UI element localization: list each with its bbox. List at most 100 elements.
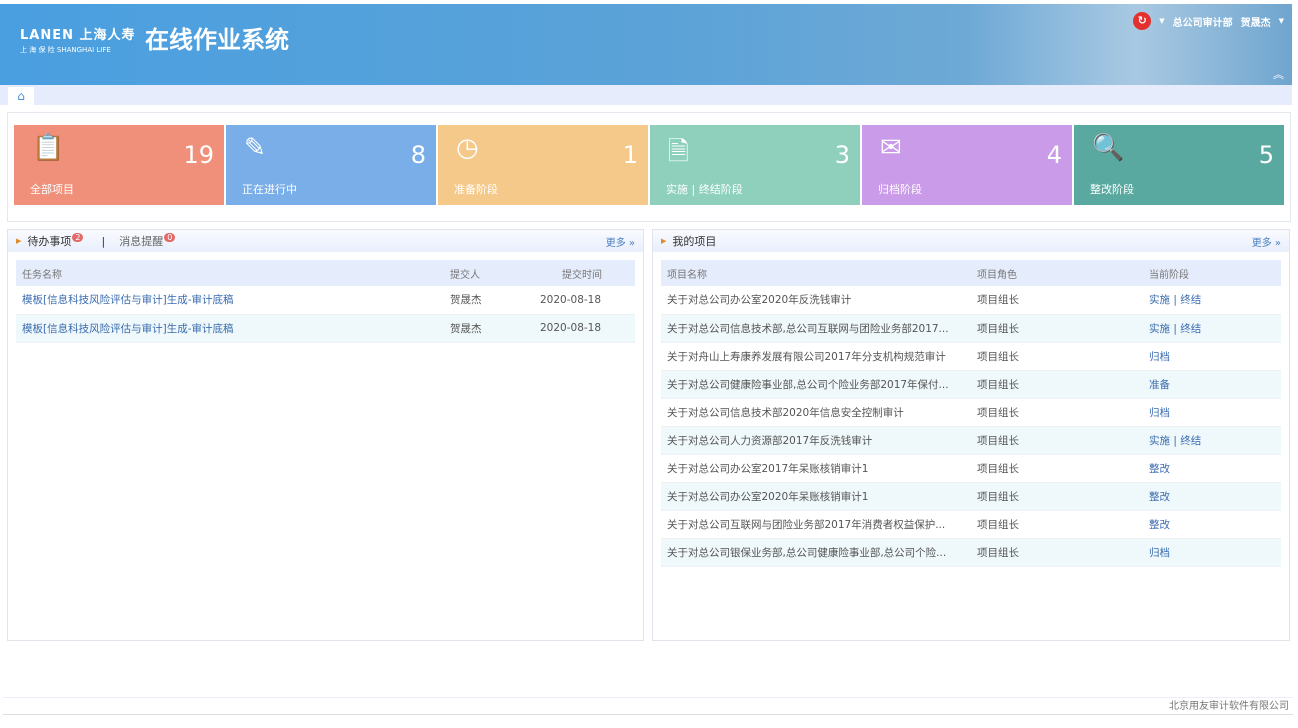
document-edit-icon: 🗎 [668, 137, 689, 167]
project-name[interactable]: 关于对舟山上寿康养发展有限公司2017年分支机构规范审计 [661, 342, 971, 371]
projects-panel: ▶ 我的项目 更多 » 项目名称 项目角色 当前阶段 关于对总公司办公室2020… [652, 229, 1290, 641]
home-icon: ⌂ [17, 89, 25, 103]
inbox-icon: ✉ [880, 133, 902, 163]
table-row[interactable]: 关于对总公司办公室2017年呆账核销审计1 项目组长 整改 [661, 454, 1281, 483]
card-count: 1 [622, 141, 638, 169]
column-header: 提交时间 [522, 260, 635, 286]
submit-time: 2020-08-18 [522, 314, 635, 343]
clock-icon: ◷ [456, 133, 479, 163]
todo-panel: ▶ 待办事项 2 | 消息提醒 0 更多 » 任务名称 提交人 提交时间 模板[信息… [7, 229, 644, 641]
chevron-down-icon[interactable]: ▼ [1278, 17, 1284, 25]
user-name[interactable]: 贺晟杰 [1240, 17, 1271, 29]
department: 总公司审计部 [1172, 17, 1233, 29]
project-role: 项目组长 [971, 482, 1143, 511]
document-search-icon: 🔍 [1092, 133, 1125, 163]
project-name[interactable]: 关于对总公司互联网与团险业务部2017年消费者权益保护... [661, 510, 971, 539]
table-row[interactable]: 关于对总公司办公室2020年反洗钱审计 项目组长 实施 | 终结 [661, 286, 1281, 315]
projects-panel-header: ▶ 我的项目 更多 » [653, 230, 1289, 252]
tab-separator: | [101, 234, 106, 248]
column-header: 任务名称 [16, 260, 444, 286]
card-label: 准备阶段 [454, 183, 498, 196]
header: LANEN 上海人寿 上 海 保 险 SHANGHAI LIFE 在线作业系统 … [0, 4, 1292, 85]
chevron-down-icon[interactable]: ▼ [1159, 17, 1165, 25]
column-header: 当前阶段 [1143, 260, 1281, 286]
user-bar: ↻ ▼ 总公司审计部 贺晟杰 ▼ [1133, 12, 1284, 30]
tab-messages[interactable]: 消息提醒 0 [119, 233, 176, 249]
table-row[interactable]: 模板[信息科技风险评估与审计]生成-审计底稿 贺晟杰 2020-08-18 [16, 314, 635, 343]
stat-card[interactable]: ◷ 1 准备阶段 [438, 125, 648, 205]
table-row[interactable]: 关于对总公司信息技术部2020年信息安全控制审计 项目组长 归档 [661, 398, 1281, 427]
submitter: 贺晟杰 [444, 286, 522, 315]
project-role: 项目组长 [971, 286, 1143, 315]
project-stage[interactable]: 整改 [1143, 482, 1281, 511]
message-badge: 0 [164, 233, 176, 242]
project-role: 项目组长 [971, 510, 1143, 539]
projects-title: 我的项目 [672, 235, 717, 248]
project-role: 项目组长 [971, 342, 1143, 371]
card-count: 4 [1046, 141, 1062, 169]
clipboard-icon: 📋 [32, 133, 65, 163]
project-name[interactable]: 关于对总公司办公室2020年反洗钱审计 [661, 286, 971, 315]
table-row[interactable]: 关于对总公司信息技术部,总公司互联网与团险业务部2017... 项目组长 实施 | … [661, 314, 1281, 343]
edit-icon: ✎ [244, 133, 266, 163]
tab-todo[interactable]: 待办事项 2 [27, 233, 84, 249]
table-row[interactable]: 关于对总公司人力资源部2017年反洗钱审计 项目组长 实施 | 终结 [661, 426, 1281, 455]
card-label: 实施 | 终结阶段 [666, 183, 743, 196]
projects-table: 项目名称 项目角色 当前阶段 关于对总公司办公室2020年反洗钱审计 项目组长 实施… [661, 260, 1281, 567]
stat-card[interactable]: ✉ 4 归档阶段 [862, 125, 1072, 205]
project-role: 项目组长 [971, 538, 1143, 567]
project-role: 项目组长 [971, 426, 1143, 455]
project-stage[interactable]: 整改 [1143, 454, 1281, 483]
project-stage[interactable]: 归档 [1143, 538, 1281, 567]
card-label: 正在进行中 [242, 183, 297, 196]
stat-card[interactable]: 📋 19 全部项目 [14, 125, 224, 205]
project-stage[interactable]: 实施 | 终结 [1143, 314, 1281, 343]
stat-cards: 📋 19 全部项目 ✎ 8 正在进行中 ◷ 1 准备阶段 🗎 3 实施 | 终结阶段 ✉ 4 归档阶段 🔍 5 整… [7, 112, 1291, 222]
stat-card[interactable]: 🗎 3 实施 | 终结阶段 [650, 125, 860, 205]
project-stage[interactable]: 归档 [1143, 398, 1281, 427]
column-header: 项目名称 [661, 260, 971, 286]
refresh-icon[interactable]: ↻ [1133, 12, 1152, 30]
project-stage[interactable]: 整改 [1143, 510, 1281, 539]
table-row[interactable]: 关于对总公司健康险事业部,总公司个险业务部2017年保付... 项目组长 准备 [661, 370, 1281, 399]
table-row[interactable]: 关于对总公司银保业务部,总公司健康险事业部,总公司个险... 项目组长 归档 [661, 538, 1281, 567]
home-tab[interactable]: ⌂ [8, 87, 34, 105]
card-count: 8 [410, 141, 426, 169]
submitter: 贺晟杰 [444, 314, 522, 343]
project-role: 项目组长 [971, 370, 1143, 399]
project-name[interactable]: 关于对总公司信息技术部2020年信息安全控制审计 [661, 398, 971, 427]
column-header: 项目角色 [971, 260, 1143, 286]
table-row[interactable]: 关于对总公司互联网与团险业务部2017年消费者权益保护... 项目组长 整改 [661, 510, 1281, 539]
card-label: 归档阶段 [878, 183, 922, 196]
table-row[interactable]: 模板[信息科技风险评估与审计]生成-审计底稿 贺晟杰 2020-08-18 [16, 286, 635, 315]
todo-table: 任务名称 提交人 提交时间 模板[信息科技风险评估与审计]生成-审计底稿 贺晟杰 2… [16, 260, 635, 343]
submit-time: 2020-08-18 [522, 286, 635, 315]
project-stage[interactable]: 准备 [1143, 370, 1281, 399]
project-role: 项目组长 [971, 314, 1143, 343]
project-stage[interactable]: 实施 | 终结 [1143, 426, 1281, 455]
table-row[interactable]: 关于对总公司办公室2020年呆账核销审计1 项目组长 整改 [661, 482, 1281, 511]
task-name[interactable]: 模板[信息科技风险评估与审计]生成-审计底稿 [16, 286, 444, 315]
todo-more-link[interactable]: 更多 » [605, 237, 635, 249]
project-stage[interactable]: 实施 | 终结 [1143, 286, 1281, 315]
project-name[interactable]: 关于对总公司办公室2017年呆账核销审计1 [661, 454, 971, 483]
card-label: 全部项目 [30, 183, 74, 196]
card-label: 整改阶段 [1090, 183, 1134, 196]
stat-card[interactable]: 🔍 5 整改阶段 [1074, 125, 1284, 205]
project-name[interactable]: 关于对总公司银保业务部,总公司健康险事业部,总公司个险... [661, 538, 971, 567]
triangle-icon: ▶ [16, 237, 22, 245]
project-name[interactable]: 关于对总公司办公室2020年呆账核销审计1 [661, 482, 971, 511]
todo-panel-header: ▶ 待办事项 2 | 消息提醒 0 更多 » [8, 230, 643, 252]
stat-card[interactable]: ✎ 8 正在进行中 [226, 125, 436, 205]
project-stage[interactable]: 归档 [1143, 342, 1281, 371]
projects-more-link[interactable]: 更多 » [1251, 237, 1281, 249]
table-row[interactable]: 关于对舟山上寿康养发展有限公司2017年分支机构规范审计 项目组长 归档 [661, 342, 1281, 371]
footer: 北京用友审计软件有限公司 [3, 697, 1293, 715]
tab-bar: ⌂ [0, 85, 1292, 105]
task-name[interactable]: 模板[信息科技风险评估与审计]生成-审计底稿 [16, 314, 444, 343]
project-name[interactable]: 关于对总公司人力资源部2017年反洗钱审计 [661, 426, 971, 455]
project-name[interactable]: 关于对总公司健康险事业部,总公司个险业务部2017年保付... [661, 370, 971, 399]
logo: LANEN 上海人寿 上 海 保 险 SHANGHAI LIFE [20, 28, 136, 54]
collapse-header-icon[interactable]: ︽ [1273, 68, 1284, 81]
project-name[interactable]: 关于对总公司信息技术部,总公司互联网与团险业务部2017... [661, 314, 971, 343]
